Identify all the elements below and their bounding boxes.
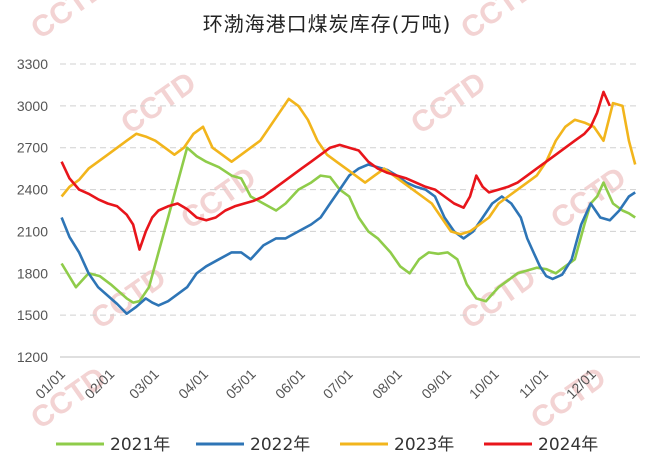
x-tick-label: 08/01 (369, 366, 405, 402)
x-tick-label: 10/01 (466, 366, 502, 402)
legend-label: 2024年 (538, 435, 598, 455)
y-tick-label: 3000 (17, 98, 48, 114)
y-tick-label: 1800 (17, 265, 48, 281)
y-tick-label: 2400 (17, 182, 48, 198)
series-line-1 (60, 146, 636, 304)
y-tick-label: 1500 (17, 307, 48, 323)
legend-label: 2021年 (110, 435, 170, 455)
watermark-text: CCTD (405, 66, 492, 141)
watermark-text: CCTD (25, 0, 112, 46)
y-axis: 1200 1500 1800 2100 2400 2700 3000 3300 (17, 56, 48, 365)
x-tick-label: 03/01 (126, 366, 162, 402)
y-tick-label: 1200 (17, 349, 48, 365)
legend-label: 2023年 (394, 435, 454, 455)
watermark-text: CCTD (455, 0, 542, 46)
y-tick-label: 3300 (17, 56, 48, 72)
watermark-text: CCTD (115, 66, 202, 141)
legend: 2021年 2022年 2023年 2024年 (56, 435, 598, 455)
series-line-4 (60, 90, 611, 251)
watermark-text: CCTD (175, 161, 262, 236)
y-tick-label: 2700 (17, 140, 48, 156)
x-tick-label: 06/01 (272, 366, 308, 402)
series-line-2 (60, 163, 636, 315)
x-tick-label: 05/01 (223, 366, 259, 402)
x-tick-label: 04/01 (175, 366, 211, 402)
x-tick-label: 09/01 (418, 366, 454, 402)
x-axis: 01/01 02/01 03/01 04/01 05/01 06/01 07/01 08/01… (32, 366, 599, 402)
series-layer (60, 90, 637, 315)
y-tick-label: 2100 (17, 223, 48, 239)
watermark-text: CCTD (545, 161, 632, 236)
x-tick-label: 07/01 (320, 366, 356, 402)
watermark-text: CCTD (455, 261, 542, 336)
chart-title: 环渤海港口煤炭库存(万吨) (202, 12, 452, 36)
legend-label: 2022年 (250, 435, 310, 455)
